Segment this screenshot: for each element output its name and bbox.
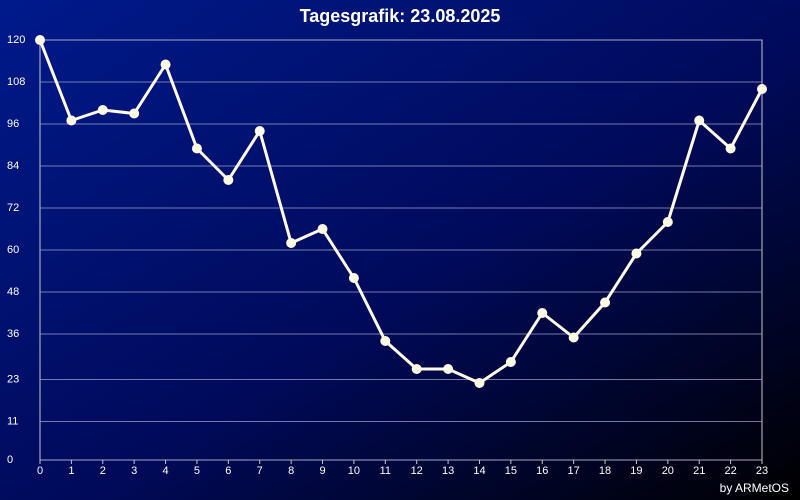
x-tick-label: 8 [288, 465, 294, 477]
point [694, 115, 705, 126]
point [129, 108, 140, 119]
y-tick-label: 11 [7, 415, 18, 427]
point [631, 248, 642, 259]
point [35, 35, 45, 45]
x-tick-label: 20 [662, 465, 674, 477]
y-tick-label: 0 [7, 454, 13, 466]
point [317, 224, 328, 234]
y-tick-label: 23 [7, 373, 19, 385]
x-tick-label: 14 [473, 465, 485, 477]
x-tick-label: 19 [630, 465, 642, 477]
point [348, 273, 359, 283]
credit: by ARMetOS [720, 481, 789, 495]
y-tick-label: 120 [7, 34, 25, 46]
x-tick-label: 3 [131, 465, 137, 477]
x-tick-label: 0 [37, 465, 43, 477]
x-tick-label: 6 [225, 465, 231, 477]
chart-title: Tagesgrafik: 23.08.2025 [300, 6, 501, 26]
x-tick-label: 9 [319, 465, 325, 477]
point [66, 115, 77, 126]
x-tick-label: 22 [724, 465, 736, 477]
x-tick-label: 21 [693, 465, 705, 477]
y-tick-label: 48 [7, 286, 19, 298]
x-tick-label: 17 [568, 465, 580, 477]
point [380, 336, 391, 346]
y-tick-label: 84 [7, 160, 19, 172]
y-tick-label: 108 [7, 76, 25, 88]
y-tick-label: 96 [7, 118, 19, 130]
x-tick-label: 5 [194, 465, 200, 477]
y-tick-label: 72 [7, 202, 19, 214]
point [223, 175, 234, 185]
point [662, 217, 673, 227]
point [286, 238, 297, 248]
x-tick-label: 10 [348, 465, 360, 477]
y-tick-label: 60 [7, 244, 19, 256]
point [600, 297, 611, 308]
line [38, 39, 764, 385]
x-tick-label: 1 [68, 465, 74, 477]
point [474, 378, 485, 388]
point [725, 143, 736, 154]
x-tick-label: 7 [257, 465, 263, 477]
point [160, 59, 171, 70]
x-tick-label: 4 [163, 465, 169, 477]
point [254, 126, 265, 136]
point [537, 308, 548, 318]
x-tick-label: 2 [100, 465, 106, 477]
point [97, 105, 108, 115]
point [411, 364, 422, 374]
x-tick-label: 18 [599, 465, 611, 477]
point [505, 357, 516, 367]
x-tick-label: 16 [536, 465, 548, 477]
point [443, 364, 454, 374]
point [568, 332, 579, 343]
y-tick-label: 36 [7, 328, 19, 340]
x-tick-label: 23 [756, 465, 768, 477]
x-tick-label: 13 [442, 465, 454, 477]
point [757, 84, 767, 94]
x-tick-label: 15 [505, 465, 517, 477]
x-tick-label: 12 [411, 465, 423, 477]
x-tick-label: 11 [380, 465, 391, 477]
point [191, 143, 202, 154]
